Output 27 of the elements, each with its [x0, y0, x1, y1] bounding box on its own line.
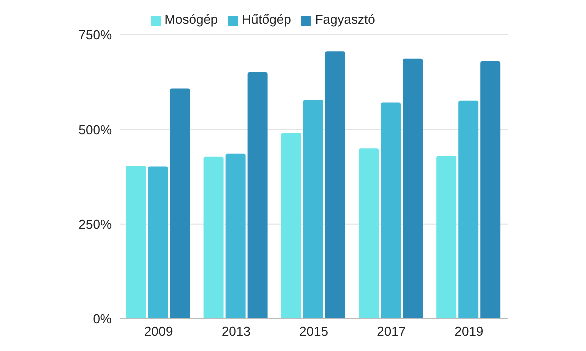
bar — [359, 148, 380, 319]
bar — [148, 166, 168, 319]
bar — [226, 154, 246, 319]
x-tick-label: 2017 — [377, 324, 406, 340]
bar — [303, 100, 324, 319]
bar — [436, 156, 457, 319]
y-tick-label: 0% — [93, 312, 112, 327]
x-tick-label: 2015 — [300, 324, 328, 340]
x-tick-label: 2013 — [222, 324, 251, 340]
bar — [381, 102, 402, 319]
x-tick-label: 2009 — [144, 324, 174, 340]
y-tick-label: 750% — [78, 28, 112, 43]
bar — [325, 52, 346, 319]
y-tick-label: 250% — [78, 216, 112, 232]
legend-label: Hűtőgép — [242, 12, 292, 27]
bar — [403, 58, 424, 319]
bar — [458, 100, 479, 319]
bar — [126, 166, 146, 319]
x-tick-label: 2019 — [454, 324, 484, 340]
bar — [204, 156, 224, 319]
legend-label: Mosógép — [164, 12, 218, 27]
bar — [281, 133, 302, 319]
legend-label: Fagyasztó — [315, 12, 376, 27]
bar — [480, 62, 501, 319]
bar — [170, 88, 190, 319]
y-tick-label: 500% — [78, 122, 112, 138]
bar — [248, 72, 268, 319]
